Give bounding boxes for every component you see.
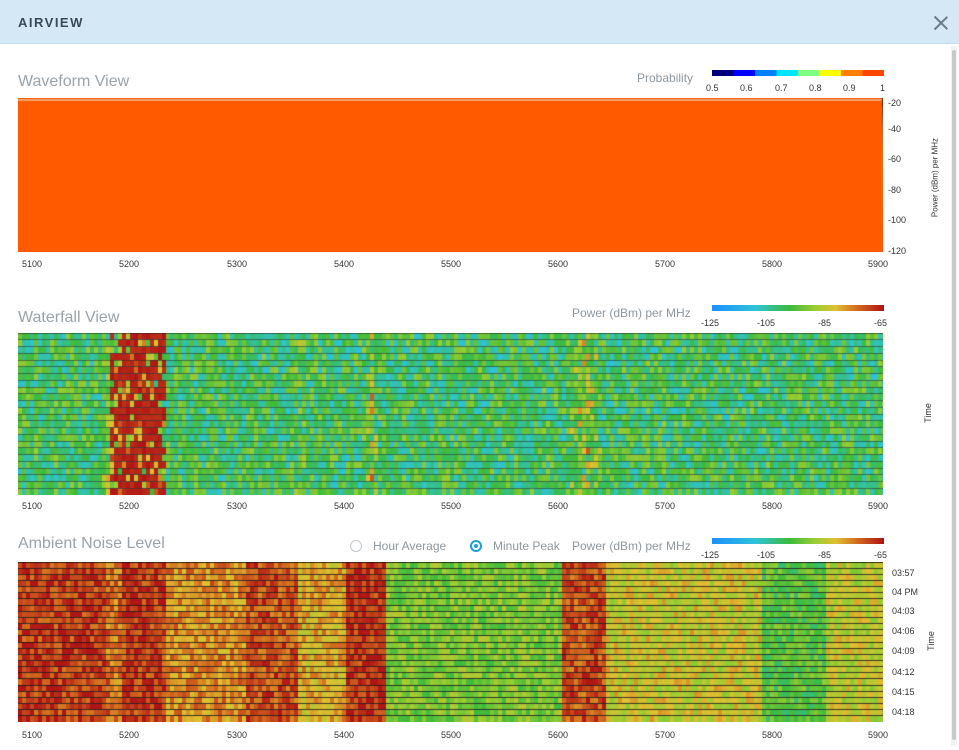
ambient-time-tick: 03:57 xyxy=(892,568,915,578)
ambient-legend-tick: -105 xyxy=(757,550,776,560)
ambient-plot[interactable] xyxy=(18,562,883,722)
ambient-time-tick: 04:12 xyxy=(892,667,915,677)
waterfall-x-tick: 5900 xyxy=(868,501,889,511)
ambient-x-tick: 5200 xyxy=(119,730,140,740)
ambient-x-tick: 5800 xyxy=(762,730,783,740)
waveform-x-tick: 5500 xyxy=(441,259,462,269)
waterfall-plot[interactable] xyxy=(18,333,883,495)
waveform-y-tick: -40 xyxy=(888,124,902,134)
waveform-legend-tick: 0.8 xyxy=(809,83,822,93)
waveform-y-label: Power (dBm) per MHz xyxy=(930,137,940,218)
ambient-x-tick: 5100 xyxy=(22,730,43,740)
ambient-legend-title: Power (dBm) per MHz xyxy=(572,539,691,553)
waterfall-y-label: Time xyxy=(923,403,933,423)
waveform-legend-tick: 1 xyxy=(880,83,886,93)
ambient-time-tick: 04 PM xyxy=(892,587,919,597)
ambient-time-tick: 04:18 xyxy=(892,707,915,717)
waveform-title: Waveform View xyxy=(18,73,130,90)
waterfall-x-tick: 5800 xyxy=(762,501,783,511)
waterfall-x-tick: 5700 xyxy=(655,501,676,511)
ambient-x-tick: 5600 xyxy=(548,730,569,740)
waterfall-x-tick: 5500 xyxy=(441,501,462,511)
probability-colorbar xyxy=(712,70,884,76)
waveform-legend-tick: 0.9 xyxy=(843,83,856,93)
waveform-y-tick: -80 xyxy=(888,185,902,195)
waveform-legend-title: Probability xyxy=(637,71,694,85)
waterfall-x-tick: 5200 xyxy=(119,501,140,511)
waterfall-legend-tick: -105 xyxy=(757,318,776,328)
waterfall-legend-title: Power (dBm) per MHz xyxy=(572,306,691,320)
waterfall-legend-tick: -65 xyxy=(874,318,888,328)
ambient-x-tick: 5400 xyxy=(334,730,355,740)
ambient-legend-tick: -85 xyxy=(818,550,832,560)
app-title: AIRVIEW xyxy=(18,15,84,30)
ambient-time-tick: 04:06 xyxy=(892,626,915,636)
ambient-time-tick: 04:09 xyxy=(892,646,915,656)
waterfall-x-tick: 5300 xyxy=(227,501,248,511)
ambient-colorbar xyxy=(712,538,884,544)
waveform-x-tick: 5900 xyxy=(868,259,889,269)
waveform-y-tick: -100 xyxy=(888,215,907,225)
waveform-legend-tick: 0.7 xyxy=(775,83,788,93)
scrollbar-thumb[interactable] xyxy=(952,50,956,740)
minute-peak-radio[interactable] xyxy=(470,540,482,552)
airview-header: AIRVIEW xyxy=(0,0,959,44)
waveform-x-tick: 5800 xyxy=(762,259,783,269)
ambient-x-tick: 5500 xyxy=(441,730,462,740)
ambient-x-tick: 5900 xyxy=(868,730,889,740)
waveform-x-tick: 5300 xyxy=(227,259,248,269)
waterfall-x-tick: 5100 xyxy=(22,501,43,511)
close-icon[interactable] xyxy=(930,12,952,34)
waterfall-legend-tick: -125 xyxy=(701,318,720,328)
waveform-x-tick: 5100 xyxy=(22,259,43,269)
waveform-x-tick: 5200 xyxy=(119,259,140,269)
waveform-y-tick: -120 xyxy=(888,246,907,256)
waveform-x-tick: 5700 xyxy=(655,259,676,269)
waveform-legend-tick: 0.6 xyxy=(740,83,753,93)
ambient-x-tick: 5700 xyxy=(655,730,676,740)
waveform-x-tick: 5400 xyxy=(334,259,355,269)
waterfall-x-tick: 5600 xyxy=(548,501,569,511)
ambient-title: Ambient Noise Level xyxy=(18,535,165,552)
waveform-plot[interactable] xyxy=(18,98,883,252)
waterfall-title: Waterfall View xyxy=(18,309,120,326)
waveform-y-tick: -20 xyxy=(888,98,902,108)
ambient-legend-tick: -125 xyxy=(701,550,720,560)
waterfall-x-tick: 5400 xyxy=(334,501,355,511)
waveform-legend-tick: 0.5 xyxy=(706,83,719,93)
minute-peak-label[interactable]: Minute Peak xyxy=(493,539,560,553)
waterfall-colorbar xyxy=(712,305,884,311)
hour-average-radio[interactable] xyxy=(350,540,362,552)
ambient-time-tick: 04:15 xyxy=(892,687,915,697)
waterfall-legend-tick: -85 xyxy=(818,318,832,328)
ambient-time-tick: 04:03 xyxy=(892,606,915,616)
ambient-y-label: Time xyxy=(926,631,936,651)
waveform-y-tick: -60 xyxy=(888,154,902,164)
hour-average-label[interactable]: Hour Average xyxy=(373,539,447,553)
ambient-x-tick: 5300 xyxy=(227,730,248,740)
waveform-x-tick: 5600 xyxy=(548,259,569,269)
ambient-legend-tick: -65 xyxy=(874,550,888,560)
